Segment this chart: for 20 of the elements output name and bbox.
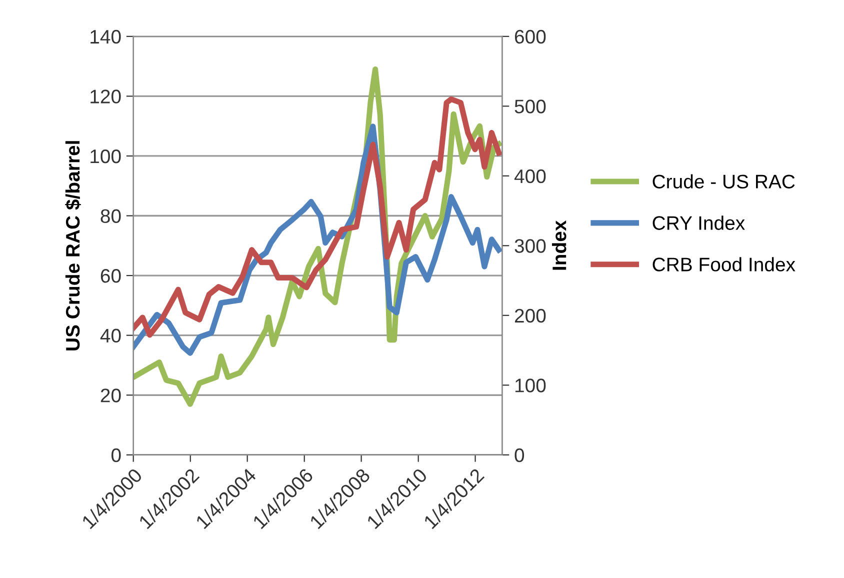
y-tick-label: 20 [100,388,121,402]
y2-tick-label: 200 [514,308,546,323]
y2-tick-label: 0 [514,448,524,462]
legend-label: CRY Index [652,216,745,230]
legend-label: Crude - US RAC [652,174,795,188]
y-tick-label: 120 [90,90,121,104]
y-axis-title: US Crude RAC $/barrel [65,141,81,350]
y-tick-label: 0 [111,448,121,462]
y-tick-label: 60 [100,269,121,283]
legend-label: CRB Food Index [652,257,796,272]
y-tick-label: 100 [90,149,121,164]
y-tick-label: 40 [100,328,121,343]
y2-tick-label: 500 [514,100,546,114]
y2-tick-label: 100 [515,378,546,392]
y2-tick-label: 300 [514,239,546,253]
y2-tick-label: 600 [514,30,546,44]
y-tick-label: 140 [90,30,121,44]
y2-tick-label: 400 [514,169,546,184]
y2-axis-title: Index [552,220,566,270]
y-tick-label: 80 [100,209,121,223]
